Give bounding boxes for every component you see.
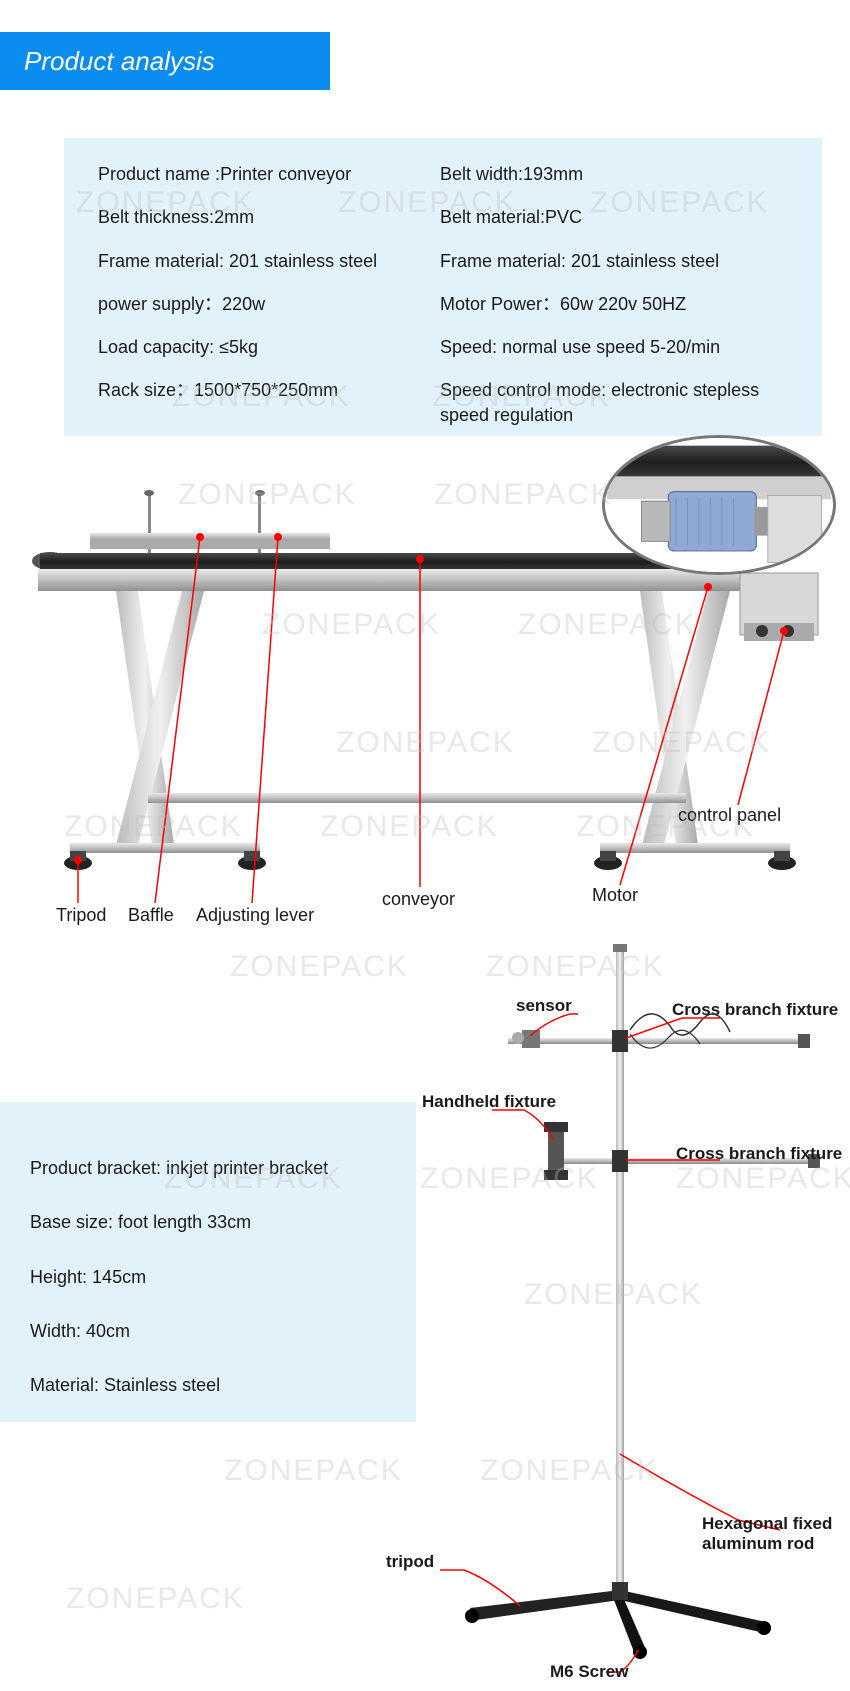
spec-panel: Product name :Printer conveyor Belt thic… <box>64 138 822 436</box>
callout-motor: Motor <box>592 885 638 906</box>
bracket-row: Height: 145cm <box>30 1265 386 1289</box>
callout-cross-branch-1: Cross branch fixture <box>672 1000 838 1020</box>
callout-conveyor: conveyor <box>382 889 455 910</box>
section-header: Product analysis <box>0 32 330 90</box>
callout-hex-rod: Hexagonal fixed aluminum rod <box>702 1514 850 1554</box>
spec-row: Product name :Printer conveyor <box>98 162 377 186</box>
spec-row: Belt material:PVC <box>440 205 800 229</box>
watermark-text: ZONEPACK <box>224 1454 403 1488</box>
callout-baffle: Baffle <box>128 905 174 926</box>
watermark-text: ZONEPACK <box>230 950 409 984</box>
bracket-row: Product bracket: inkjet printer bracket <box>30 1156 386 1180</box>
spec-row: power supply：220w <box>98 292 377 316</box>
spec-row: Load capacity: ≤5kg <box>98 335 377 359</box>
callout-handheld-fixture: Handheld fixture <box>422 1092 556 1112</box>
spec-row: Speed control mode: electronic stepless … <box>440 378 800 427</box>
spec-row: Speed: normal use speed 5-20/min <box>440 335 800 359</box>
spec-row: Motor Power：60w 220v 50HZ <box>440 292 800 316</box>
spec-row: Rack size：1500*750*250mm <box>98 378 377 402</box>
callout-stand-tripod: tripod <box>386 1552 434 1572</box>
bracket-row: Material: Stainless steel <box>30 1373 386 1397</box>
callout-m6-screw: M6 Screw <box>550 1662 628 1682</box>
section-title: Product analysis <box>24 46 215 77</box>
spec-row: Belt thickness:2mm <box>98 205 377 229</box>
spec-row: Belt width:193mm <box>440 162 800 186</box>
spec-col-left: Product name :Printer conveyor Belt thic… <box>98 162 377 422</box>
spec-row: Frame material: 201 stainless steel <box>440 249 800 273</box>
watermark-text: ZONEPACK <box>66 1582 245 1616</box>
stand-diagram: sensor Cross branch fixture Handheld fix… <box>420 930 850 1690</box>
callout-cross-branch-2: Cross branch fixture <box>676 1144 842 1164</box>
callout-sensor: sensor <box>516 996 572 1016</box>
callout-tripod: Tripod <box>56 905 106 926</box>
conveyor-diagram: Tripod Baffle Adjusting lever conveyor M… <box>20 465 830 945</box>
spec-col-right: Belt width:193mm Belt material:PVC Frame… <box>440 162 800 446</box>
spec-row: Frame material: 201 stainless steel <box>98 249 377 273</box>
motor-inset <box>602 435 836 575</box>
callout-control-panel: control panel <box>678 805 781 826</box>
bracket-panel: Product bracket: inkjet printer bracket … <box>0 1102 416 1422</box>
stand-svg <box>420 930 850 1690</box>
bracket-row: Base size: foot length 33cm <box>30 1210 386 1234</box>
callout-adjusting-lever: Adjusting lever <box>196 905 314 926</box>
bracket-row: Width: 40cm <box>30 1319 386 1343</box>
